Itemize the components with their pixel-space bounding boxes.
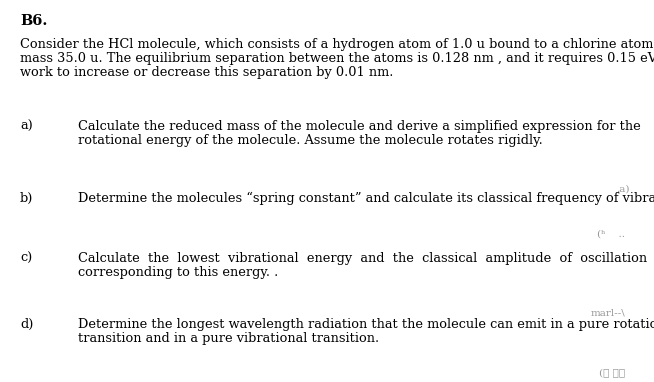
Text: B6.: B6.	[20, 14, 47, 28]
Text: corresponding to this energy. .: corresponding to this energy. .	[78, 266, 278, 279]
Text: Consider the HCl molecule, which consists of a hydrogen atom of 1.0 u bound to a: Consider the HCl molecule, which consist…	[20, 38, 654, 51]
Text: (و ام: (و ام	[599, 368, 625, 377]
Text: marl--\: marl--\	[591, 308, 625, 317]
Text: .a): .a)	[617, 185, 630, 194]
Text: d): d)	[20, 318, 33, 331]
Text: (ʰ    ..: (ʰ ..	[597, 230, 625, 239]
Text: Determine the molecules “spring constant” and calculate its classical frequency : Determine the molecules “spring constant…	[78, 192, 654, 205]
Text: transition and in a pure vibrational transition.: transition and in a pure vibrational tra…	[78, 332, 379, 345]
Text: a): a)	[20, 120, 33, 133]
Text: work to increase or decrease this separation by 0.01 nm.: work to increase or decrease this separa…	[20, 66, 393, 79]
Text: b): b)	[20, 192, 33, 205]
Text: Determine the longest wavelength radiation that the molecule can emit in a pure : Determine the longest wavelength radiati…	[78, 318, 654, 331]
Text: rotational energy of the molecule. Assume the molecule rotates rigidly.: rotational energy of the molecule. Assum…	[78, 134, 543, 147]
Text: mass 35.0 u. The equilibrium separation between the atoms is 0.128 nm , and it r: mass 35.0 u. The equilibrium separation …	[20, 52, 654, 65]
Text: c): c)	[20, 252, 32, 265]
Text: Calculate the reduced mass of the molecule and derive a simplified expression fo: Calculate the reduced mass of the molecu…	[78, 120, 641, 133]
Text: Calculate  the  lowest  vibrational  energy  and  the  classical  amplitude  of : Calculate the lowest vibrational energy …	[78, 252, 647, 265]
